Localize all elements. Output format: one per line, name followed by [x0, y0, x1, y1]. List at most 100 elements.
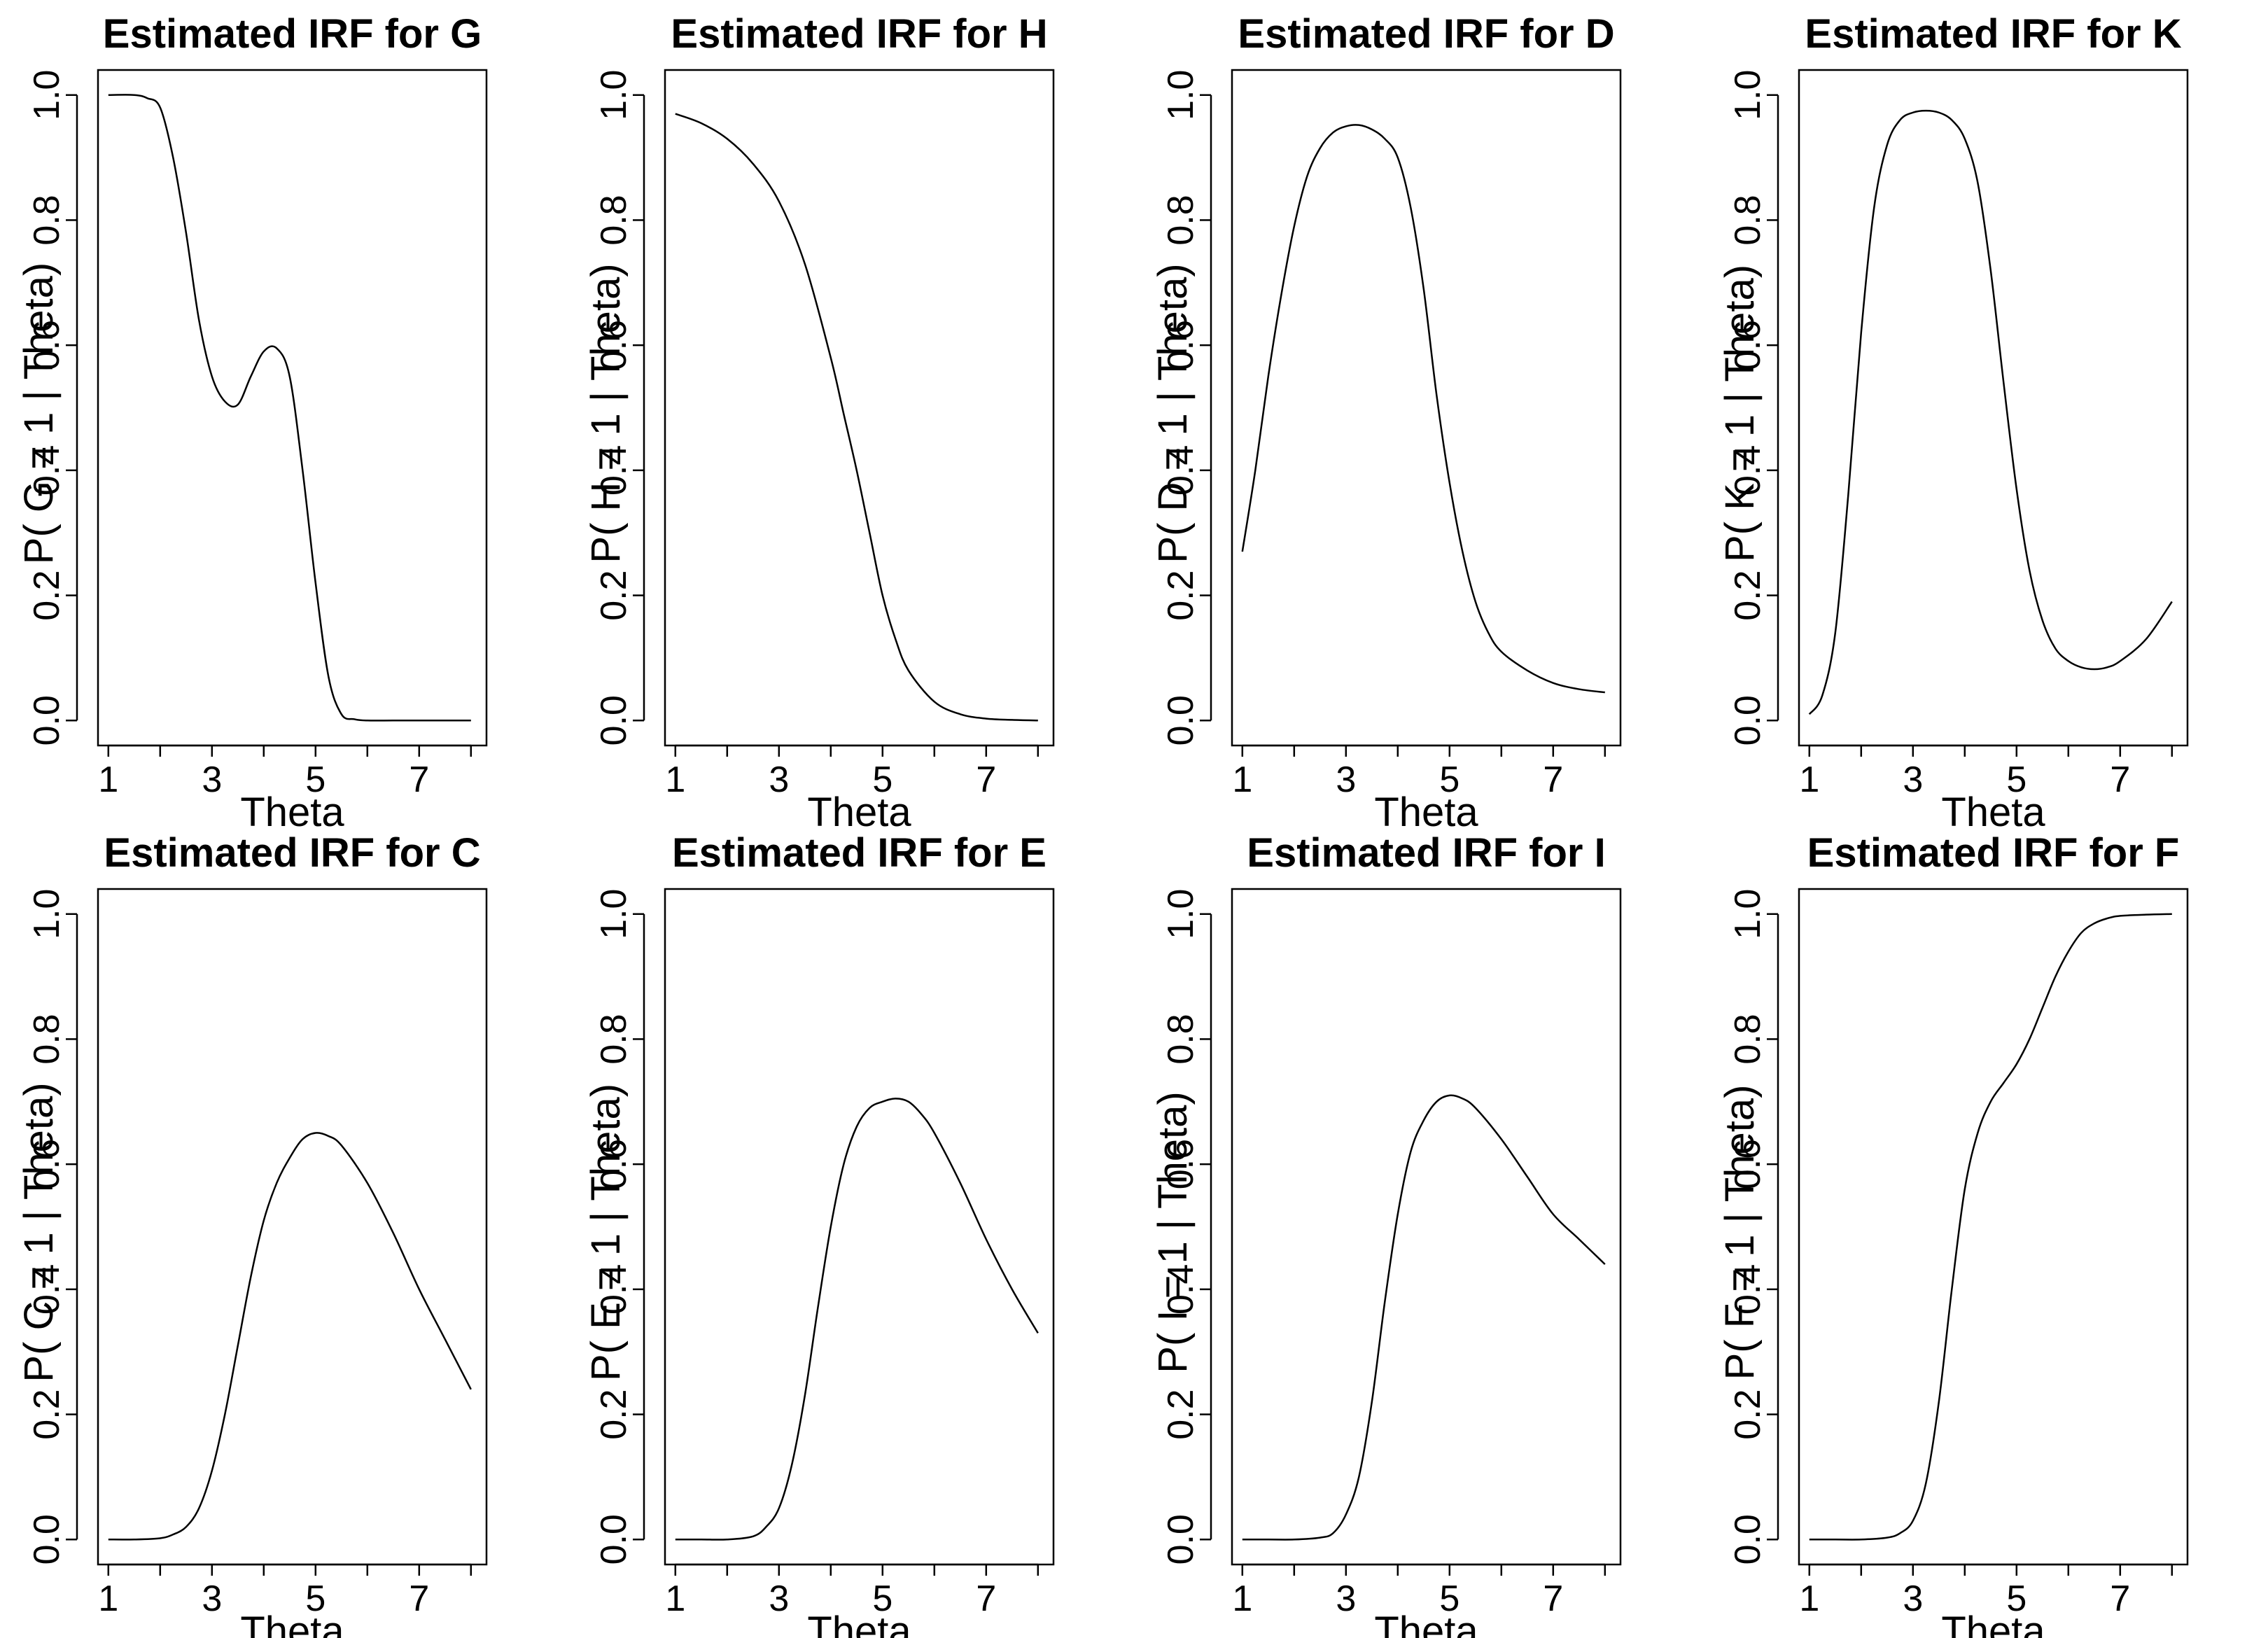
x-tick-label: 5 — [305, 760, 326, 800]
x-tick-label: 5 — [872, 760, 892, 800]
y-tick-label: 0.4 — [1728, 445, 1768, 496]
panel-title: Estimated IRF for E — [672, 830, 1046, 876]
x-tick-label: 5 — [2006, 760, 2026, 800]
y-tick-label: 0.0 — [27, 695, 67, 746]
y-tick-label: 1.0 — [594, 70, 634, 120]
x-tick-label: 5 — [1439, 760, 1460, 800]
y-tick-label: 0.2 — [1728, 570, 1768, 620]
x-tick-label: 3 — [202, 760, 222, 800]
y-tick-label: 0.0 — [1728, 1514, 1768, 1564]
x-axis-label: Theta — [1374, 1609, 1478, 1638]
y-tick-label: 0.8 — [1728, 1014, 1768, 1064]
y-tick-label: 0.6 — [1161, 320, 1201, 370]
plot-frame — [664, 69, 1055, 747]
y-tick-label: 0.6 — [594, 320, 634, 370]
x-tick-label: 5 — [872, 1578, 892, 1619]
x-axis-label: Theta — [240, 1609, 344, 1638]
x-tick-label: 1 — [1232, 760, 1252, 800]
panel-h: Estimated IRF for H 0.0 0.2 0.4 0.6 0.8 1.0 P( … — [583, 11, 1055, 835]
x-tick-label: 1 — [98, 1578, 118, 1619]
y-axis-label: P( D = 1 | Theta) — [1150, 263, 1196, 563]
plot-frame — [1231, 888, 1622, 1566]
y-tick-label: 0.2 — [594, 1389, 634, 1439]
irf-curve — [1241, 124, 1605, 694]
panel-title: Estimated IRF for H — [671, 11, 1047, 57]
y-tick-label: 1.0 — [27, 70, 67, 120]
panel-title: Estimated IRF for I — [1247, 830, 1605, 876]
y-tick-label: 0.0 — [1161, 1514, 1201, 1564]
y-tick-label: 0.8 — [27, 1014, 67, 1064]
x-tick-label: 7 — [976, 760, 996, 800]
panel-i: Estimated IRF for I 0.0 0.2 0.4 0.6 0.8 1.0 P( … — [1150, 830, 1622, 1638]
y-tick-label: 0.2 — [1161, 1389, 1201, 1439]
x-tick-label: 3 — [1903, 760, 1923, 800]
panel-title: Estimated IRF for D — [1238, 11, 1614, 57]
x-tick-label: 5 — [305, 1578, 326, 1619]
panel-c: Estimated IRF for C 0.0 0.2 0.4 0.6 0.8 1.0 P( … — [16, 830, 488, 1638]
y-tick-label: 0.4 — [1728, 1264, 1768, 1315]
plot-frame — [1798, 888, 2189, 1566]
irf-curve — [1808, 109, 2173, 715]
y-tick-label: 0.8 — [27, 195, 67, 245]
panel-e: Estimated IRF for E 0.0 0.2 0.4 0.6 0.8 1.0 P( … — [583, 830, 1055, 1638]
y-tick-label: 0.4 — [1161, 1264, 1201, 1315]
y-tick-label: 1.0 — [1728, 70, 1768, 120]
y-tick-label: 0.6 — [594, 1139, 634, 1189]
x-tick-label: 7 — [409, 1578, 429, 1619]
y-tick-label: 1.0 — [1161, 70, 1201, 120]
y-axis-label: P( C = 1 | Theta) — [16, 1082, 62, 1382]
x-tick-label: 3 — [1336, 760, 1356, 800]
irf-curve — [675, 1098, 1039, 1541]
irf-curve — [108, 1132, 472, 1541]
y-tick-label: 0.8 — [594, 195, 634, 245]
y-tick-label: 0.8 — [594, 1014, 634, 1064]
y-axis-label: P( G = 1 | Theta) — [16, 262, 62, 564]
x-axis-label: Theta — [1374, 790, 1478, 835]
x-tick-label: 7 — [2110, 1578, 2130, 1619]
y-tick-label: 1.0 — [1728, 889, 1768, 939]
x-tick-label: 3 — [1903, 1578, 1923, 1619]
y-tick-label: 0.8 — [1728, 195, 1768, 245]
x-axis-label: Theta — [1941, 1609, 2045, 1638]
x-axis-label: Theta — [807, 1609, 911, 1638]
x-tick-label: 7 — [2110, 760, 2130, 800]
x-tick-label: 7 — [1543, 760, 1563, 800]
irf-curve — [108, 94, 471, 722]
y-tick-label: 1.0 — [1161, 889, 1201, 939]
y-tick-label: 1.0 — [27, 889, 67, 939]
y-tick-label: 0.6 — [27, 1139, 67, 1189]
x-axis-label: Theta — [240, 790, 344, 835]
x-tick-label: 7 — [1543, 1578, 1563, 1619]
x-tick-label: 1 — [665, 1578, 685, 1619]
panel-title: Estimated IRF for F — [1807, 830, 2180, 876]
y-tick-label: 0.8 — [1161, 195, 1201, 245]
panel-title: Estimated IRF for G — [103, 11, 482, 57]
y-tick-label: 0.2 — [27, 1389, 67, 1439]
x-tick-label: 1 — [665, 760, 685, 800]
y-tick-label: 0.0 — [1161, 695, 1201, 746]
y-tick-label: 0.0 — [594, 695, 634, 746]
y-tick-label: 0.0 — [1728, 695, 1768, 746]
x-tick-label: 1 — [1232, 1578, 1252, 1619]
panel-k: Estimated IRF for K 0.0 0.2 0.4 0.6 0.8 1.0 P( … — [1717, 11, 2189, 835]
x-tick-label: 3 — [769, 1578, 789, 1619]
y-tick-label: 0.4 — [594, 445, 634, 496]
y-tick-label: 0.4 — [1161, 445, 1201, 496]
y-tick-label: 0.2 — [27, 570, 67, 620]
irf-curve — [675, 113, 1038, 722]
y-tick-label: 0.4 — [594, 1264, 634, 1315]
y-tick-label: 0.4 — [27, 445, 67, 496]
plot-frame — [97, 888, 488, 1566]
panel-title: Estimated IRF for C — [104, 830, 480, 876]
y-tick-label: 0.8 — [1161, 1014, 1201, 1064]
x-tick-label: 5 — [1439, 1578, 1460, 1619]
y-axis-label: P( F = 1 | Theta) — [1717, 1085, 1763, 1380]
panel-d: Estimated IRF for D 0.0 0.2 0.4 0.6 0.8 1.0 P( … — [1150, 11, 1622, 835]
plot-frame — [1231, 69, 1622, 747]
y-axis-label: P( K = 1 | Theta) — [1717, 265, 1763, 562]
y-tick-label: 0.6 — [1161, 1139, 1201, 1189]
y-tick-label: 0.2 — [1161, 570, 1201, 620]
y-tick-label: 0.6 — [1728, 1139, 1768, 1189]
plot-frame — [1798, 69, 2189, 747]
plot-frame — [664, 888, 1055, 1566]
